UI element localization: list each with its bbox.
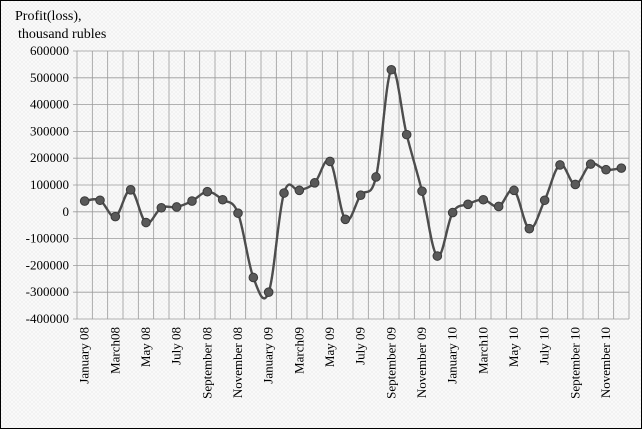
data-point — [509, 185, 519, 196]
data-point — [309, 178, 320, 188]
x-tick-label: January 08 — [77, 327, 92, 384]
x-tick-label: January 09 — [261, 327, 276, 384]
x-tick-label: March09 — [291, 327, 306, 374]
data-point — [463, 199, 473, 210]
data-point — [294, 185, 305, 196]
data-point — [432, 251, 443, 261]
data-point — [447, 207, 458, 218]
y-tick-label: 100000 — [30, 177, 69, 192]
y-tick-label: -300000 — [26, 284, 69, 299]
y-tick-label: 0 — [63, 204, 70, 219]
data-point — [95, 195, 105, 206]
data-point — [478, 194, 489, 205]
y-axis-title-line-2: thousand rubles — [18, 27, 106, 42]
x-tick-label: September 10 — [567, 327, 582, 399]
y-tick-label: 300000 — [30, 123, 69, 138]
data-point — [217, 194, 228, 205]
data-point — [233, 208, 243, 218]
x-tick-label: November 08 — [230, 327, 245, 398]
y-axis-title-line-1: Profit(loss), — [15, 9, 82, 24]
y-tick-label: 600000 — [30, 43, 69, 58]
x-tick-label: March08 — [107, 327, 122, 374]
data-point — [141, 217, 151, 228]
data-point — [371, 172, 381, 182]
x-tick-label: July 10 — [537, 327, 552, 365]
x-tick-label: July 09 — [353, 327, 368, 365]
data-point — [585, 159, 596, 169]
y-tick-label: 500000 — [30, 70, 69, 85]
x-tick-label: November 09 — [414, 327, 429, 398]
y-tick-label: -400000 — [26, 311, 69, 326]
data-point — [570, 179, 581, 190]
data-point — [171, 202, 182, 212]
data-point — [125, 185, 136, 195]
data-point — [401, 129, 412, 140]
x-tick-label: September 08 — [199, 327, 214, 399]
data-point — [248, 272, 259, 283]
x-tick-label: January 10 — [445, 327, 460, 384]
x-tick-label: September 09 — [383, 327, 398, 399]
y-axis-title: Profit(loss), thousand rubles — [15, 9, 106, 42]
x-tick-label: May 10 — [506, 327, 521, 367]
data-point — [110, 211, 121, 222]
data-point — [202, 186, 213, 197]
data-point — [386, 64, 397, 75]
data-point — [325, 156, 335, 167]
y-tick-label: 200000 — [30, 150, 69, 165]
x-tick-label: July 08 — [169, 327, 184, 365]
series-markers — [79, 64, 627, 298]
data-point — [524, 223, 535, 234]
data-point — [156, 202, 167, 213]
x-tick-label: May 08 — [138, 327, 153, 367]
data-point — [340, 214, 351, 225]
data-point — [555, 160, 565, 170]
data-point — [79, 196, 90, 206]
y-tick-label: -200000 — [26, 257, 69, 272]
x-tick-label: March10 — [475, 327, 490, 374]
data-point — [263, 287, 274, 298]
y-tick-label: 400000 — [30, 97, 69, 112]
data-point — [493, 201, 504, 212]
data-point — [187, 196, 197, 206]
data-point — [417, 186, 427, 196]
data-point — [616, 163, 627, 173]
x-tick-label: May 09 — [322, 327, 337, 367]
data-point — [279, 188, 289, 198]
y-tick-label: -100000 — [26, 231, 69, 246]
x-axis-tick-labels: January 08 March08 May 08 July 08 September … — [77, 327, 613, 399]
data-point — [539, 195, 550, 206]
data-point — [355, 190, 366, 200]
horizontal-gridlines — [73, 50, 629, 320]
x-tick-label: November 10 — [598, 327, 613, 398]
y-axis-tick-labels: 600000 500000 400000 300000 200000 100000 0 -10… — [26, 43, 69, 326]
data-point — [601, 164, 611, 175]
